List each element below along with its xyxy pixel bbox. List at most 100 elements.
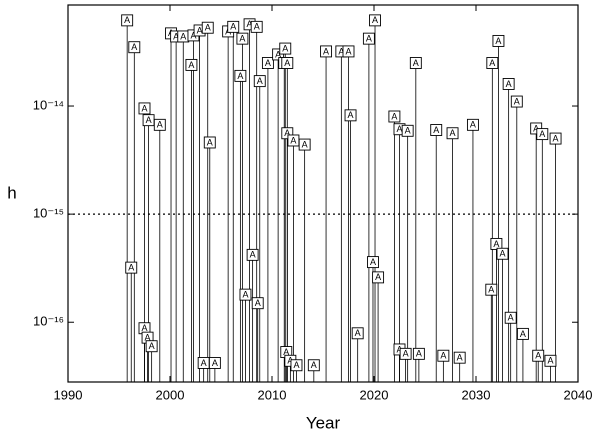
marker-box — [362, 32, 375, 45]
marker: A — [367, 256, 379, 269]
marker-label: A — [520, 329, 526, 339]
marker-box — [251, 297, 264, 310]
marker: A — [290, 359, 303, 372]
marker-label: A — [508, 313, 514, 323]
marker: A — [496, 247, 509, 260]
marker-label: A — [230, 22, 236, 32]
marker: A — [253, 75, 266, 88]
marker-label: A — [470, 120, 476, 130]
marker: A — [401, 124, 414, 137]
marker-box — [412, 347, 425, 360]
marker-label: A — [190, 30, 196, 40]
marker-label: A — [145, 333, 151, 343]
marker: A — [446, 127, 459, 140]
marker: A — [145, 340, 158, 353]
marker: A — [250, 20, 263, 33]
marker-label: A — [141, 103, 147, 113]
marker-label: A — [257, 76, 263, 86]
marker-label: A — [506, 79, 512, 89]
marker-label: A — [539, 129, 545, 139]
marker: A — [138, 102, 151, 115]
marker-label: A — [405, 126, 411, 136]
marker-box — [138, 102, 151, 115]
marker-label: A — [173, 31, 179, 41]
marker-box — [351, 327, 364, 340]
marker: A — [153, 118, 166, 131]
marker: A — [344, 109, 357, 122]
marker: A — [281, 57, 294, 69]
marker-label: A — [146, 115, 152, 125]
marker: A — [261, 57, 274, 69]
marker-label: A — [201, 358, 207, 368]
marker-label: A — [239, 34, 245, 44]
marker: A — [185, 58, 198, 71]
marker: A — [536, 128, 549, 141]
marker-label: A — [180, 31, 186, 41]
marker: A — [485, 283, 498, 296]
marker: A — [453, 351, 466, 364]
marker-box — [250, 20, 263, 33]
marker-label: A — [283, 347, 289, 357]
marker: A — [532, 349, 545, 362]
y-tick-label: 10⁻¹⁴ — [33, 97, 64, 112]
marker-label: A — [255, 298, 261, 308]
marker-label: A — [254, 22, 260, 32]
marker-label: A — [265, 58, 271, 68]
x-tick-label: 2020 — [360, 387, 389, 402]
marker-box — [544, 354, 557, 367]
marker: A — [510, 95, 523, 108]
marker-box — [369, 14, 381, 27]
x-tick-label: 2040 — [564, 387, 593, 402]
marker-box — [430, 124, 443, 136]
marker-label: A — [396, 344, 402, 354]
marker-label: A — [396, 124, 402, 134]
marker-box — [485, 283, 498, 296]
marker-box — [342, 45, 355, 58]
marker: A — [342, 45, 355, 58]
marker-box — [437, 349, 450, 362]
marker-box — [253, 75, 266, 88]
marker-box — [236, 32, 249, 45]
marker-label: A — [149, 341, 155, 351]
x-tick-label: 2030 — [462, 387, 491, 402]
marker-label: A — [275, 49, 281, 59]
marker: A — [227, 20, 240, 33]
marker-label: A — [348, 110, 354, 120]
marker-label: A — [372, 15, 378, 25]
marker-label: A — [500, 249, 506, 259]
marker-box — [486, 57, 499, 69]
marker-label: A — [242, 290, 248, 300]
marker: A — [504, 311, 517, 324]
x-tick-label: 1990 — [54, 387, 83, 402]
marker-box — [409, 57, 422, 69]
marker: A — [490, 237, 503, 250]
marker: A — [544, 354, 557, 367]
marker-box — [367, 256, 379, 269]
marker: A — [234, 69, 247, 82]
marker-box — [502, 78, 515, 90]
marker-box — [145, 340, 158, 353]
x-tick-label: 2000 — [156, 387, 185, 402]
marker: A — [409, 57, 422, 69]
marker: A — [320, 45, 333, 58]
marker-label: A — [131, 42, 137, 52]
marker-box — [239, 288, 252, 301]
marker-label: A — [370, 257, 376, 267]
marker-box — [399, 347, 412, 360]
marker-label: A — [547, 356, 553, 366]
marker: A — [125, 261, 138, 274]
marker-label: A — [403, 349, 409, 359]
y-tick-label: 10⁻¹⁵ — [33, 206, 64, 221]
marker-box — [504, 311, 517, 324]
marker-box — [532, 349, 545, 362]
marker: A — [486, 57, 499, 69]
marker: A — [388, 110, 401, 123]
marker-box — [201, 21, 214, 34]
marker-label: A — [124, 15, 130, 25]
marker: A — [142, 114, 155, 127]
x-axis-label: Year — [306, 413, 341, 432]
marker-box — [121, 14, 134, 27]
marker-label: A — [391, 111, 397, 121]
marker-box — [320, 45, 333, 58]
marker-box — [344, 109, 357, 122]
